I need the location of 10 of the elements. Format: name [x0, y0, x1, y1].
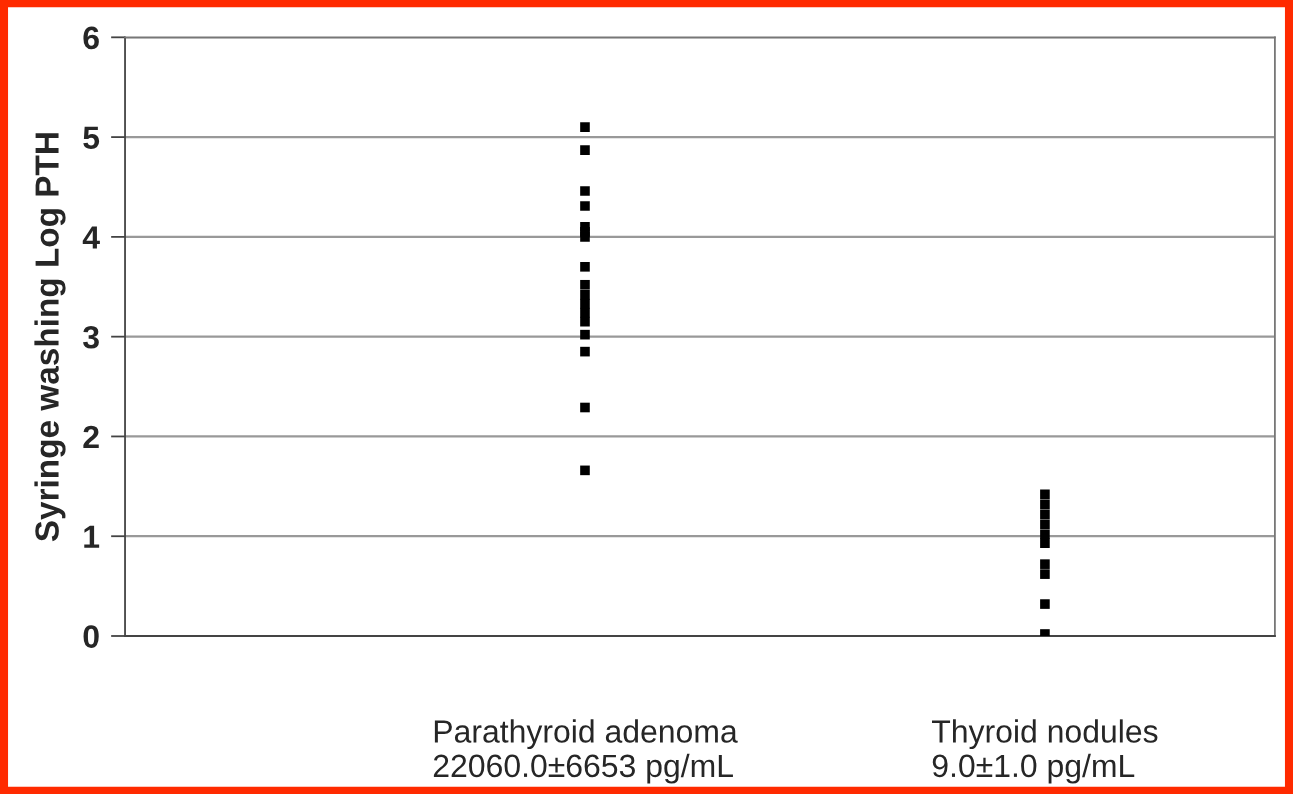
x-tick-label: Thyroid nodules 9.0±1.0 pg/mL — [932, 719, 1158, 784]
y-axis-title: Syringe washing Log PTH — [34, 133, 66, 542]
y-tick-label: 5 — [83, 126, 100, 149]
y-tick-label: 6 — [83, 26, 99, 50]
y-tick-label: 4 — [82, 226, 100, 249]
y-tick-label: 0 — [83, 625, 99, 648]
y-tick-label: 2 — [83, 425, 99, 449]
x-tick-label: Parathyroid adenoma 22060.0±6653 pg/mL — [433, 719, 738, 784]
y-tick-label: 1 — [84, 525, 100, 548]
y-tick-label: 3 — [83, 325, 99, 349]
